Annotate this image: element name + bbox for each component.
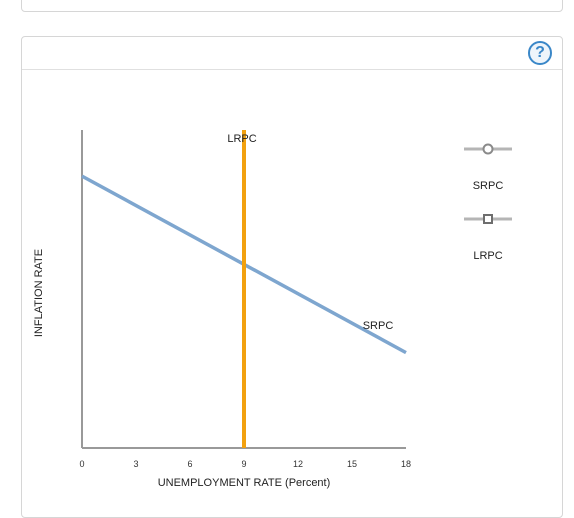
x-tick-label: 12 [293, 459, 303, 469]
phillips-curve-chart: 0 3 6 9 12 15 18 LRPC SRPC UNEMPLOYMENT RATE (… [33, 130, 512, 489]
x-tick-label: 6 [187, 459, 192, 469]
legend-item-srpc[interactable]: SRPC [464, 143, 512, 193]
legend-label-srpc: SRPC [473, 180, 504, 192]
legend[interactable]: SRPC LRPC [464, 143, 512, 263]
help-button[interactable]: ? [528, 41, 552, 65]
legend-item-lrpc[interactable]: LRPC [464, 214, 512, 262]
srpc-curve-label: SRPC [363, 320, 394, 332]
graph-panel: ? [21, 36, 563, 518]
panel-header: ? [22, 37, 562, 70]
x-tick-labels: 0 3 6 9 12 15 18 [79, 459, 411, 469]
lrpc-curve-label: LRPC [227, 133, 256, 145]
y-axis-title: INFLATION RATE [33, 249, 45, 337]
curves[interactable] [81, 130, 407, 448]
square-marker-icon[interactable] [483, 214, 493, 224]
x-tick-label: 18 [401, 459, 411, 469]
x-tick-label: 15 [347, 459, 357, 469]
previous-panel [21, 0, 563, 12]
x-tick-label: 0 [79, 459, 84, 469]
circle-marker-icon[interactable] [482, 143, 494, 155]
x-tick-label: 9 [241, 459, 246, 469]
x-axis-title: UNEMPLOYMENT RATE (Percent) [158, 477, 331, 489]
x-tick-label: 3 [133, 459, 138, 469]
legend-label-lrpc: LRPC [473, 250, 502, 262]
